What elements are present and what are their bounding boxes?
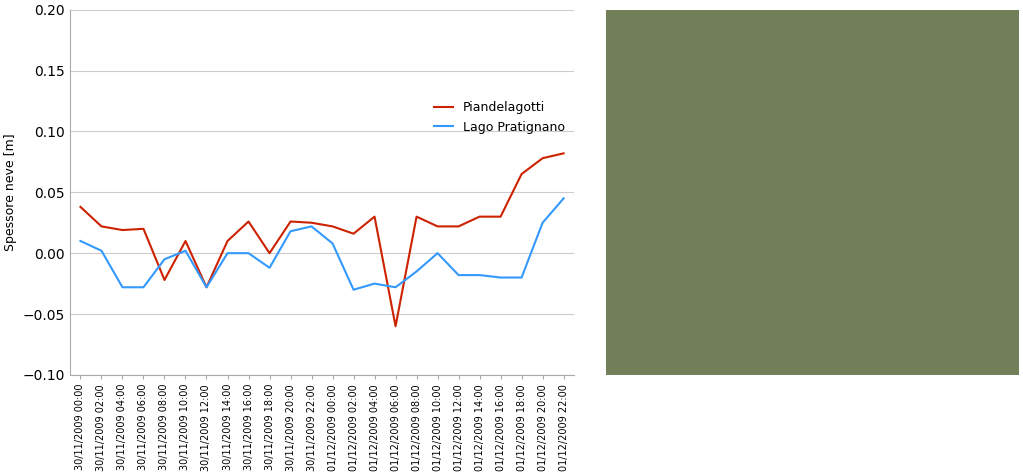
Lago Pratignano [536, 220, 548, 226]
Line: Lago Pratignano: Lago Pratignano [81, 199, 564, 290]
Piandelagotti [368, 214, 381, 219]
Lago Pratignano [117, 285, 129, 290]
Piandelagotti [242, 218, 255, 224]
Piandelagotti [306, 220, 318, 226]
Lago Pratignano [516, 275, 528, 280]
Lago Pratignano [348, 287, 360, 293]
Lago Pratignano [410, 268, 422, 274]
Lago Pratignano [494, 275, 506, 280]
Piandelagotti [558, 151, 570, 156]
Legend: Piandelagotti, Lago Pratignano: Piandelagotti, Lago Pratignano [429, 96, 570, 139]
Lago Pratignano [368, 281, 381, 286]
Lago Pratignano [326, 240, 339, 246]
Piandelagotti [179, 238, 191, 244]
Lago Pratignano [221, 250, 233, 256]
Lago Pratignano [95, 248, 107, 254]
Lago Pratignano [242, 250, 255, 256]
Piandelagotti [326, 224, 339, 229]
Piandelagotti [221, 238, 233, 244]
Piandelagotti [390, 323, 402, 329]
Piandelagotti [452, 224, 464, 229]
Piandelagotti [432, 224, 444, 229]
Line: Piandelagotti: Piandelagotti [81, 153, 564, 326]
Piandelagotti [75, 204, 87, 210]
Piandelagotti [117, 227, 129, 233]
Lago Pratignano [179, 248, 191, 254]
Piandelagotti [159, 277, 171, 283]
Lago Pratignano [432, 250, 444, 256]
Lago Pratignano [474, 272, 486, 278]
Piandelagotti [201, 285, 213, 290]
Piandelagotti [474, 214, 486, 219]
Lago Pratignano [284, 228, 297, 234]
Piandelagotti [263, 250, 275, 256]
Piandelagotti [516, 171, 528, 177]
Piandelagotti [410, 214, 422, 219]
Lago Pratignano [137, 285, 149, 290]
Piandelagotti [284, 218, 297, 224]
Piandelagotti [348, 231, 360, 237]
Lago Pratignano [306, 224, 318, 229]
Lago Pratignano [263, 265, 275, 271]
Y-axis label: Spessore neve [m]: Spessore neve [m] [4, 133, 17, 251]
Piandelagotti [536, 155, 548, 161]
Piandelagotti [494, 214, 506, 219]
Piandelagotti [95, 224, 107, 229]
Lago Pratignano [201, 285, 213, 290]
Piandelagotti [137, 226, 149, 232]
Lago Pratignano [159, 256, 171, 262]
Lago Pratignano [390, 285, 402, 290]
Lago Pratignano [75, 238, 87, 244]
Lago Pratignano [452, 272, 464, 278]
Lago Pratignano [558, 196, 570, 201]
